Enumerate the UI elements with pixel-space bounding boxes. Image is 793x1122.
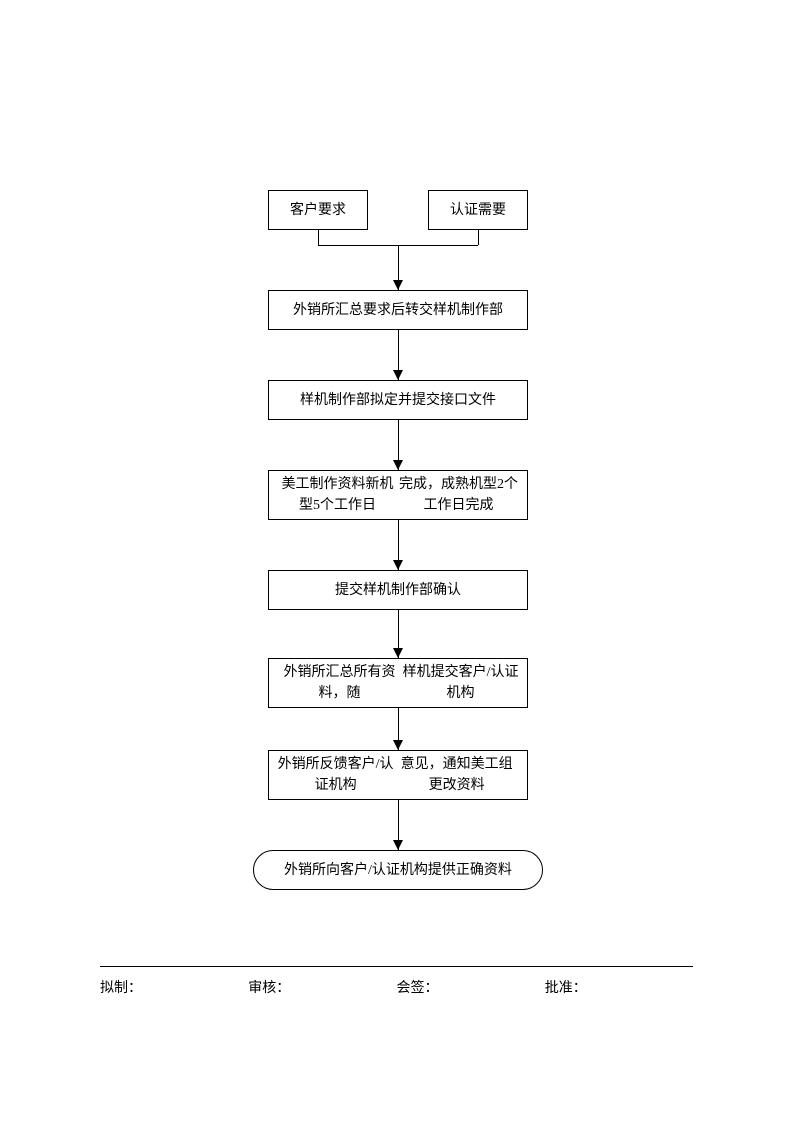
arrow-head-icon bbox=[393, 460, 403, 470]
node-n6: 提交样机制作部确认 bbox=[268, 570, 528, 610]
footer-reviewed-by: 审核： bbox=[248, 977, 396, 997]
node-n8: 外销所反馈客户/认证机构意见，通知美工组更改资料 bbox=[268, 750, 528, 800]
arrow-head-icon bbox=[393, 840, 403, 850]
edge-segment bbox=[398, 245, 478, 246]
footer-drafted-by: 拟制： bbox=[100, 977, 248, 997]
edge-segment bbox=[318, 245, 398, 246]
arrow-head-icon bbox=[393, 370, 403, 380]
node-n5: 美工制作资料新机型5个工作日完成，成熟机型2个工作日完成 bbox=[268, 470, 528, 520]
footer-countersigned-by: 会签： bbox=[397, 977, 545, 997]
arrow-head-icon bbox=[393, 648, 403, 658]
arrow-head-icon bbox=[393, 740, 403, 750]
edge-segment bbox=[318, 230, 319, 245]
footer-approved-by: 批准： bbox=[545, 977, 693, 997]
node-n1: 客户要求 bbox=[268, 190, 368, 230]
node-n4: 样机制作部拟定并提交接口文件 bbox=[268, 380, 528, 420]
arrow-head-icon bbox=[393, 280, 403, 290]
arrow-head-icon bbox=[393, 560, 403, 570]
node-n7: 外销所汇总所有资料，随样机提交客户/认证机构 bbox=[268, 658, 528, 708]
signature-footer: 拟制： 审核： 会签： 批准： bbox=[100, 966, 693, 997]
node-n2: 认证需要 bbox=[428, 190, 528, 230]
node-n9: 外销所向客户/认证机构提供正确资料 bbox=[253, 850, 543, 890]
node-n3: 外销所汇总要求后转交样机制作部 bbox=[268, 290, 528, 330]
edge-segment bbox=[478, 230, 479, 245]
